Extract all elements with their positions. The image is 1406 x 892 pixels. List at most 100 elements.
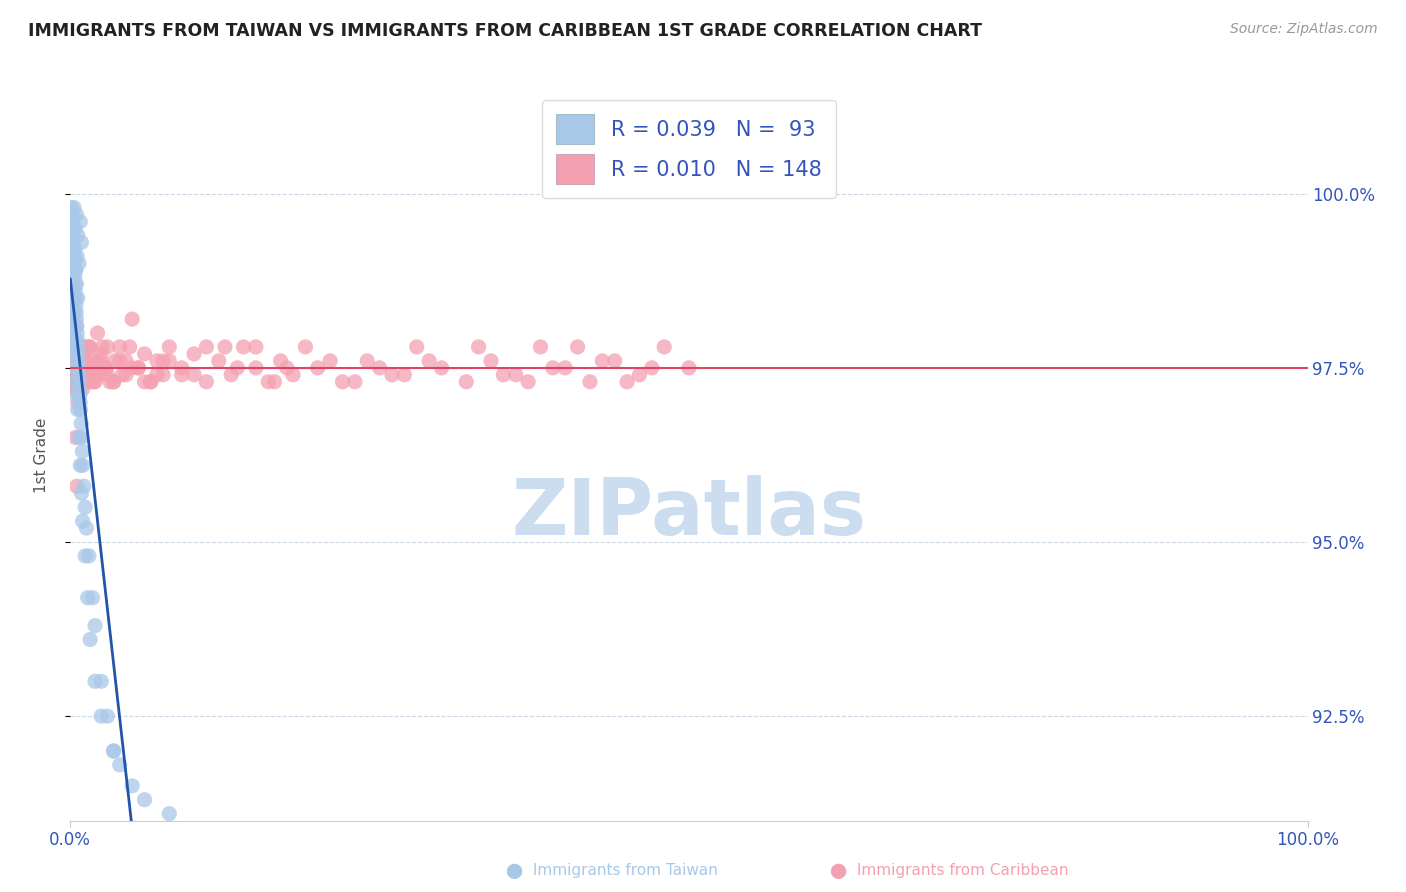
Point — [69, 360, 91, 375]
Point — [541, 360, 564, 375]
Point — [79, 375, 101, 389]
Point — [529, 340, 551, 354]
Point — [65, 298, 87, 312]
Text: ⬤  Immigrants from Caribbean: ⬤ Immigrants from Caribbean — [830, 863, 1069, 879]
Point — [121, 312, 143, 326]
Text: ZIPatlas: ZIPatlas — [512, 475, 866, 551]
Point — [84, 375, 107, 389]
Point — [63, 277, 86, 292]
Point — [65, 333, 87, 347]
Point — [65, 208, 87, 222]
Point — [219, 368, 242, 382]
Point — [108, 340, 131, 354]
Point — [60, 201, 83, 215]
Point — [90, 347, 112, 361]
Point — [63, 243, 86, 257]
Point — [90, 709, 112, 723]
Point — [103, 744, 125, 758]
Point — [66, 479, 89, 493]
Text: Source: ZipAtlas.com: Source: ZipAtlas.com — [1230, 22, 1378, 37]
Point — [232, 340, 254, 354]
Point — [63, 319, 86, 334]
Point — [66, 395, 89, 409]
Point — [67, 368, 90, 382]
Point — [62, 340, 84, 354]
Point — [82, 591, 104, 605]
Point — [91, 340, 114, 354]
Point — [84, 674, 107, 689]
Point — [183, 347, 205, 361]
Point — [98, 375, 121, 389]
Point — [84, 368, 107, 382]
Point — [603, 354, 626, 368]
Point — [183, 368, 205, 382]
Point — [63, 333, 86, 347]
Point — [73, 375, 96, 389]
Point — [70, 235, 93, 250]
Point — [62, 249, 84, 263]
Point — [67, 375, 90, 389]
Point — [257, 375, 280, 389]
Point — [170, 368, 193, 382]
Point — [67, 256, 90, 270]
Point — [77, 340, 100, 354]
Point — [591, 354, 613, 368]
Point — [75, 549, 97, 563]
Point — [479, 354, 502, 368]
Point — [69, 382, 91, 396]
Point — [63, 256, 86, 270]
Point — [75, 521, 97, 535]
Point — [63, 368, 86, 382]
Point — [245, 340, 267, 354]
Text: ⬤  Immigrants from Taiwan: ⬤ Immigrants from Taiwan — [506, 863, 718, 879]
Point — [66, 389, 89, 403]
Point — [62, 340, 84, 354]
Point — [66, 249, 89, 263]
Point — [62, 243, 84, 257]
Point — [79, 360, 101, 375]
Point — [67, 340, 90, 354]
Point — [65, 263, 87, 277]
Point — [214, 340, 236, 354]
Point — [103, 375, 125, 389]
Point — [430, 360, 453, 375]
Point — [67, 360, 90, 375]
Point — [67, 354, 90, 368]
Point — [69, 354, 91, 368]
Point — [152, 368, 174, 382]
Point — [69, 214, 91, 228]
Point — [281, 368, 304, 382]
Point — [62, 235, 84, 250]
Point — [86, 326, 108, 340]
Point — [96, 360, 118, 375]
Point — [96, 709, 118, 723]
Point — [62, 312, 84, 326]
Point — [66, 291, 89, 305]
Point — [63, 333, 86, 347]
Point — [157, 354, 180, 368]
Point — [62, 305, 84, 319]
Text: IMMIGRANTS FROM TAIWAN VS IMMIGRANTS FROM CARIBBEAN 1ST GRADE CORRELATION CHART: IMMIGRANTS FROM TAIWAN VS IMMIGRANTS FRO… — [28, 22, 983, 40]
Point — [80, 360, 103, 375]
Point — [139, 375, 162, 389]
Point — [69, 402, 91, 417]
Point — [62, 340, 84, 354]
Point — [70, 347, 93, 361]
Point — [79, 340, 101, 354]
Point — [65, 277, 87, 292]
Point — [108, 758, 131, 772]
Point — [170, 360, 193, 375]
Point — [127, 360, 149, 375]
Point — [60, 221, 83, 235]
Point — [69, 458, 91, 473]
Point — [76, 368, 98, 382]
Point — [75, 500, 97, 515]
Point — [63, 270, 86, 285]
Point — [60, 214, 83, 228]
Point — [405, 340, 427, 354]
Point — [134, 347, 156, 361]
Point — [65, 284, 87, 298]
Point — [67, 354, 90, 368]
Point — [152, 354, 174, 368]
Point — [270, 354, 292, 368]
